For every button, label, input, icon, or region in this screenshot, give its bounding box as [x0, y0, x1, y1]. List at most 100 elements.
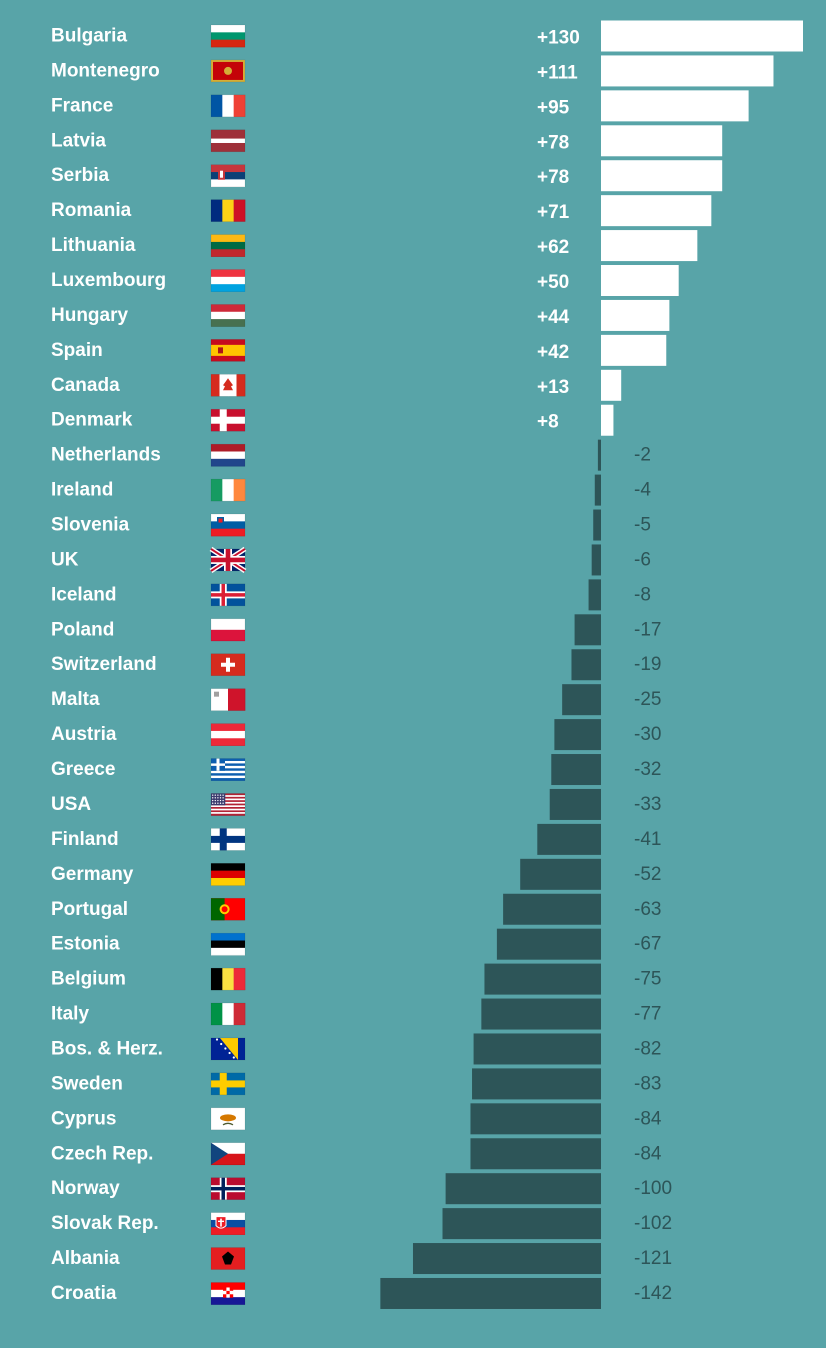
- value-label: -84: [634, 1108, 662, 1129]
- flag-slovakia-icon: [210, 1212, 246, 1235]
- value-label: -8: [634, 584, 651, 605]
- category-label: Switzerland: [51, 654, 157, 675]
- flag-montenegro-icon: [210, 59, 246, 83]
- bar: [442, 1208, 601, 1240]
- flag-czech-icon: [210, 1142, 246, 1166]
- value-label: -6: [634, 549, 651, 570]
- flag-spain-icon: [210, 339, 246, 362]
- flag-germany-icon: [210, 863, 246, 886]
- category-label: Slovak Rep.: [51, 1213, 159, 1234]
- category-label: Sweden: [51, 1073, 123, 1094]
- flag-luxembourg-icon: [210, 269, 246, 292]
- value-label: +50: [537, 272, 569, 293]
- category-label: Albania: [51, 1248, 120, 1269]
- bar: [601, 125, 723, 157]
- bar: [484, 963, 601, 995]
- chart-row-bos-herz: Bos. & Herz. -82: [51, 1033, 661, 1065]
- bar: [571, 649, 601, 681]
- bar: [537, 823, 601, 855]
- value-label: -25: [634, 689, 661, 710]
- bar: [594, 474, 601, 506]
- flag-norway-icon: [210, 1177, 246, 1200]
- chart-row-cyprus: Cyprus -84: [51, 1103, 662, 1135]
- category-label: Slovenia: [51, 515, 130, 536]
- category-label: Finland: [51, 829, 119, 850]
- bar: [597, 439, 601, 471]
- flag-canada-icon: [210, 373, 246, 397]
- bar: [574, 614, 601, 646]
- bar: [601, 334, 667, 366]
- value-label: -84: [634, 1143, 662, 1164]
- flag-bosnia-icon: [210, 1037, 246, 1061]
- value-label: -102: [634, 1213, 672, 1234]
- category-label: Czech Rep.: [51, 1143, 153, 1164]
- flag-ireland-icon: [210, 478, 246, 502]
- flag-cyprus-icon: [210, 1107, 246, 1131]
- chart-row-denmark: Denmark +8: [51, 404, 614, 436]
- chart-row-luxembourg: Luxembourg +50: [51, 265, 679, 297]
- category-label: Hungary: [51, 305, 129, 326]
- chart-row-lithuania: Lithuania +62: [51, 230, 698, 262]
- flag-denmark-icon: [210, 408, 246, 432]
- flag-poland-icon: [210, 618, 246, 642]
- value-label: -5: [634, 515, 651, 536]
- category-label: France: [51, 95, 113, 116]
- value-label: +44: [537, 307, 570, 328]
- flag-hungary-icon: [210, 304, 246, 327]
- chart-row-bulgaria: Bulgaria +130: [51, 20, 803, 52]
- chart-row-spain: Spain +42: [51, 334, 667, 366]
- category-label: Canada: [51, 375, 120, 396]
- chart-row-serbia: Serbia +78: [51, 160, 723, 192]
- chart-row-sweden: Sweden -83: [51, 1068, 661, 1100]
- flag-switzerland-icon: [210, 653, 246, 677]
- value-label: -67: [634, 934, 661, 955]
- chart-row-austria: Austria -30: [51, 719, 661, 751]
- category-label: Spain: [51, 340, 103, 361]
- category-label: Netherlands: [51, 445, 161, 466]
- value-label: -142: [634, 1283, 672, 1304]
- flag-albania-icon: [210, 1247, 246, 1270]
- chart-row-slovak-rep: Slovak Rep. -102: [51, 1208, 672, 1240]
- bar: [473, 1033, 601, 1065]
- bar: [562, 684, 601, 716]
- chart-row-netherlands: Netherlands -2: [51, 439, 651, 471]
- flag-estonia-icon: [210, 932, 246, 956]
- value-label: +78: [537, 132, 569, 153]
- value-label: +62: [537, 237, 569, 258]
- category-label: Montenegro: [51, 60, 160, 81]
- flag-greece-icon: [210, 758, 246, 781]
- bar: [470, 1103, 601, 1135]
- bar: [470, 1138, 601, 1170]
- flag-iceland-icon: [210, 583, 246, 607]
- value-label: -100: [634, 1178, 672, 1199]
- chart-row-poland: Poland -17: [51, 614, 661, 646]
- bar: [380, 1277, 601, 1309]
- category-label: Denmark: [51, 410, 133, 431]
- flag-netherlands-icon: [210, 443, 246, 467]
- category-label: USA: [51, 794, 91, 815]
- chart-row-malta: Malta -25: [51, 684, 661, 716]
- flag-finland-icon: [210, 828, 246, 851]
- value-label: -30: [634, 724, 661, 745]
- flag-sweden-icon: [210, 1072, 246, 1096]
- category-label: Romania: [51, 200, 132, 221]
- bar: [503, 893, 601, 925]
- value-label: -83: [634, 1073, 661, 1094]
- flag-serbia-icon: [210, 164, 246, 188]
- category-label: Belgium: [51, 969, 126, 990]
- bar: [601, 195, 712, 227]
- category-label: Estonia: [51, 934, 120, 955]
- category-label: Germany: [51, 864, 134, 885]
- bar: [601, 369, 622, 401]
- flag-uk-icon: [209, 546, 247, 574]
- bar: [601, 20, 803, 52]
- flag-austria-icon: [210, 723, 246, 746]
- bar: [601, 90, 749, 122]
- value-label: -17: [634, 619, 661, 640]
- bar: [520, 858, 601, 890]
- value-label: -63: [634, 899, 661, 920]
- category-label: Serbia: [51, 165, 110, 186]
- bar: [601, 160, 723, 192]
- chart-row-czech-rep: Czech Rep. -84: [51, 1138, 662, 1170]
